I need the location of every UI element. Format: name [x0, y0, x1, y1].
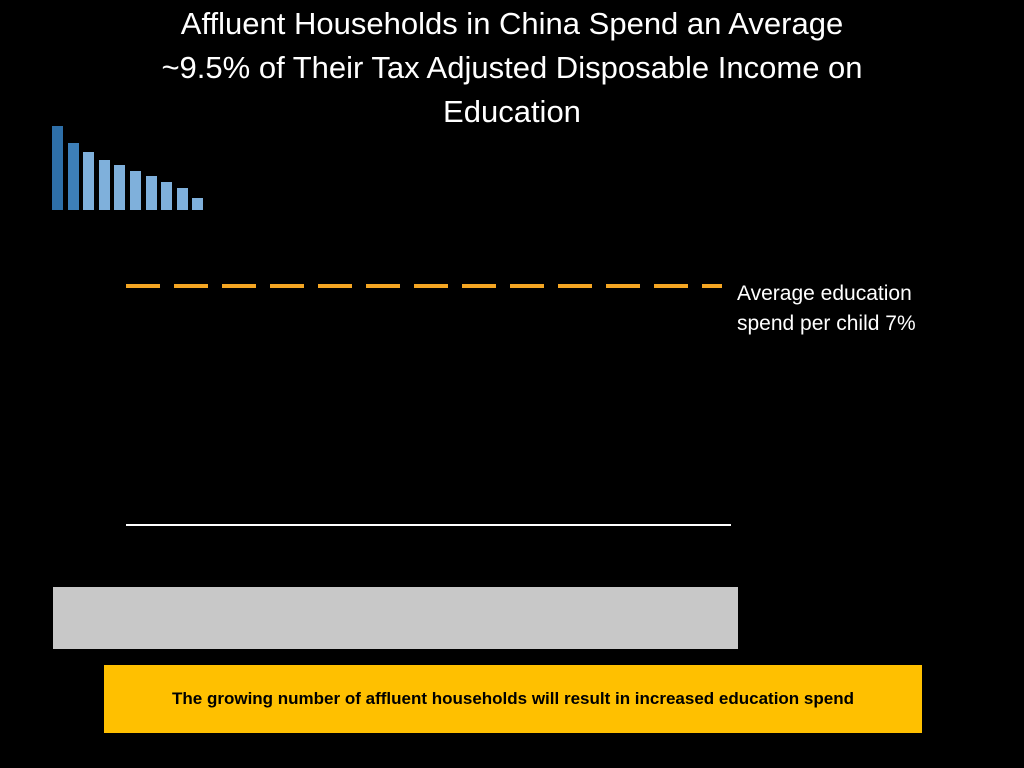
- title-line-2: ~9.5% of Their Tax Adjusted Disposable I…: [161, 50, 863, 85]
- bar-logo: [52, 120, 212, 210]
- logo-bar: [192, 198, 204, 210]
- logo-bar: [145, 176, 157, 210]
- slide-title: Affluent Households in China Spend an Av…: [60, 2, 964, 134]
- logo-bar: [161, 182, 173, 210]
- gray-panel: [53, 587, 738, 649]
- average-label-line-2: spend per child 7%: [737, 312, 916, 335]
- callout-box: The growing number of affluent household…: [104, 665, 922, 733]
- logo-bar: [176, 188, 188, 210]
- average-label-line-1: Average education: [737, 282, 912, 305]
- title-line-3: Education: [443, 94, 581, 129]
- title-line-1: Affluent Households in China Spend an Av…: [180, 6, 844, 41]
- logo-bar: [67, 143, 79, 210]
- logo-bar: [130, 171, 141, 210]
- callout-text: The growing number of affluent household…: [172, 689, 854, 708]
- average-line-label: Average education spend per child 7%: [737, 279, 997, 339]
- logo-bar: [52, 126, 63, 210]
- logo-bar: [98, 160, 110, 210]
- logo-bar: [83, 152, 95, 210]
- logo-bar: [114, 165, 126, 210]
